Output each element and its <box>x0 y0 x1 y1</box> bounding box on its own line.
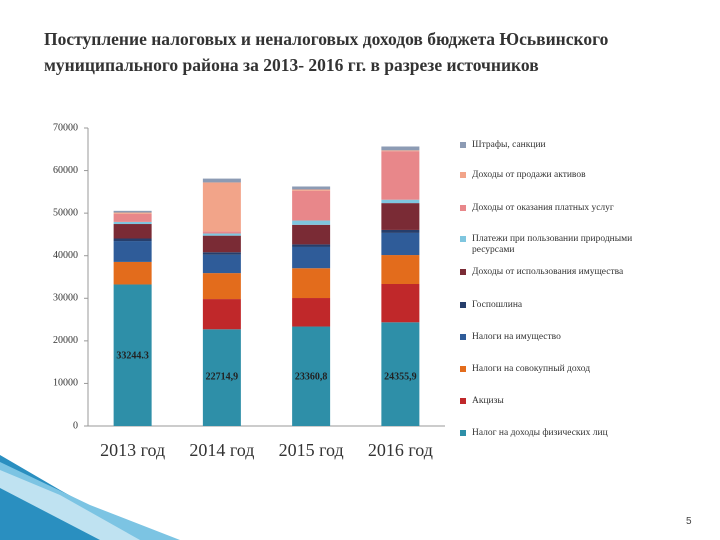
legend-swatch <box>460 366 466 372</box>
y-tick-label: 70000 <box>53 122 78 133</box>
bar-segment <box>202 235 241 253</box>
bar-segment <box>113 261 152 285</box>
x-tick-label: 2014 год <box>189 440 254 460</box>
legend-swatch <box>460 430 466 436</box>
y-tick-label: 0 <box>73 420 78 431</box>
data-label: 22714,9 <box>206 371 239 382</box>
data-label: 24355,9 <box>384 371 417 382</box>
y-tick-label: 40000 <box>53 250 78 261</box>
bar-segment <box>113 238 152 242</box>
bar-segment <box>113 221 152 225</box>
bar-segment <box>292 186 331 190</box>
bar-segment <box>292 268 331 299</box>
chart-title: Поступление налоговых и неналоговых дохо… <box>44 29 609 75</box>
bar-segment <box>292 220 331 225</box>
bar-segment <box>381 229 420 233</box>
legend-label: Налог на доходы физических лиц <box>472 428 608 438</box>
data-label: 33244.3 <box>116 350 149 361</box>
y-tick-label: 50000 <box>53 207 78 218</box>
bar-segment <box>113 213 152 222</box>
bar-segment <box>113 224 152 239</box>
y-tick-label: 30000 <box>53 293 78 304</box>
y-tick-label: 20000 <box>53 335 78 346</box>
legend-swatch <box>460 398 466 404</box>
x-tick-label: 2013 год <box>100 440 165 460</box>
bar-segment <box>381 283 420 323</box>
bar-segment <box>292 189 331 191</box>
legend-item: Доходы от продажи активов <box>458 170 708 181</box>
bar-segment <box>202 273 241 300</box>
x-tick-label: 2016 год <box>368 440 433 460</box>
bar-segment <box>202 231 241 234</box>
legend-item: Налоги на имущество <box>458 332 708 343</box>
legend-item: Штрафы, санкции <box>458 140 708 151</box>
bar-segment <box>381 232 420 256</box>
bar-segment <box>381 203 420 230</box>
legend-label: Госпошлина <box>472 300 523 310</box>
bar-segment <box>202 329 241 426</box>
legend-swatch <box>460 269 466 275</box>
legend-item: Акцизы <box>458 396 708 407</box>
bar-segment <box>202 233 241 236</box>
bar-segment <box>381 146 420 151</box>
data-label: 23360,8 <box>295 371 328 382</box>
legend-label: Налоги на имущество <box>472 332 561 342</box>
y-tick-label: 60000 <box>53 165 78 176</box>
bar-segment <box>113 210 152 213</box>
bar-segment <box>292 244 331 247</box>
bar-segment <box>292 326 331 426</box>
bar-segment <box>381 255 420 284</box>
legend-label: Доходы от оказания платных услуг <box>472 203 614 213</box>
legend-item: Налоги на совокупный доход <box>458 364 708 375</box>
legend-item: Госпошлина <box>458 300 708 311</box>
legend-swatch <box>460 142 466 148</box>
legend-label: Штрафы, санкции <box>472 140 546 150</box>
bar-segment <box>202 254 241 274</box>
legend-swatch <box>460 334 466 340</box>
y-tick-label: 10000 <box>53 378 78 389</box>
decoration <box>0 455 150 540</box>
bar-segment <box>381 151 420 200</box>
bar-segment <box>292 246 331 269</box>
bar-segment <box>292 224 331 245</box>
bar-segment <box>381 322 420 426</box>
bar-segment <box>202 299 241 330</box>
bar-segment <box>202 182 241 232</box>
bar-segment <box>113 241 152 262</box>
bar-segment <box>202 178 241 183</box>
legend-swatch <box>460 172 466 178</box>
bar-segment <box>292 190 331 221</box>
legend-swatch <box>460 205 466 211</box>
legend-label: Акцизы <box>472 396 504 406</box>
bar-segment <box>113 284 152 426</box>
legend-swatch <box>460 302 466 308</box>
bar-segment <box>202 252 241 255</box>
legend-label: Доходы от продажи активов <box>472 170 586 180</box>
x-tick-label: 2015 год <box>279 440 344 460</box>
legend-item: Доходы от использования имущества <box>458 267 708 278</box>
legend-label: Доходы от использования имущества <box>472 267 624 277</box>
legend-item: Доходы от оказания платных услуг <box>458 203 708 214</box>
page-number: 5 <box>686 516 692 527</box>
legend-swatch <box>460 236 466 242</box>
bar-segment <box>113 212 152 214</box>
bar-segment <box>292 298 331 327</box>
decoration <box>0 470 140 540</box>
bar-segment <box>381 199 420 204</box>
legend-item: Платежи при пользовании природными ресур… <box>458 234 708 256</box>
legend-item: Налог на доходы физических лиц <box>458 428 708 439</box>
legend-label: Платежи при пользовании природными ресур… <box>472 234 633 255</box>
legend-label: Налоги на совокупный доход <box>472 364 591 374</box>
bar-segment <box>381 150 420 152</box>
